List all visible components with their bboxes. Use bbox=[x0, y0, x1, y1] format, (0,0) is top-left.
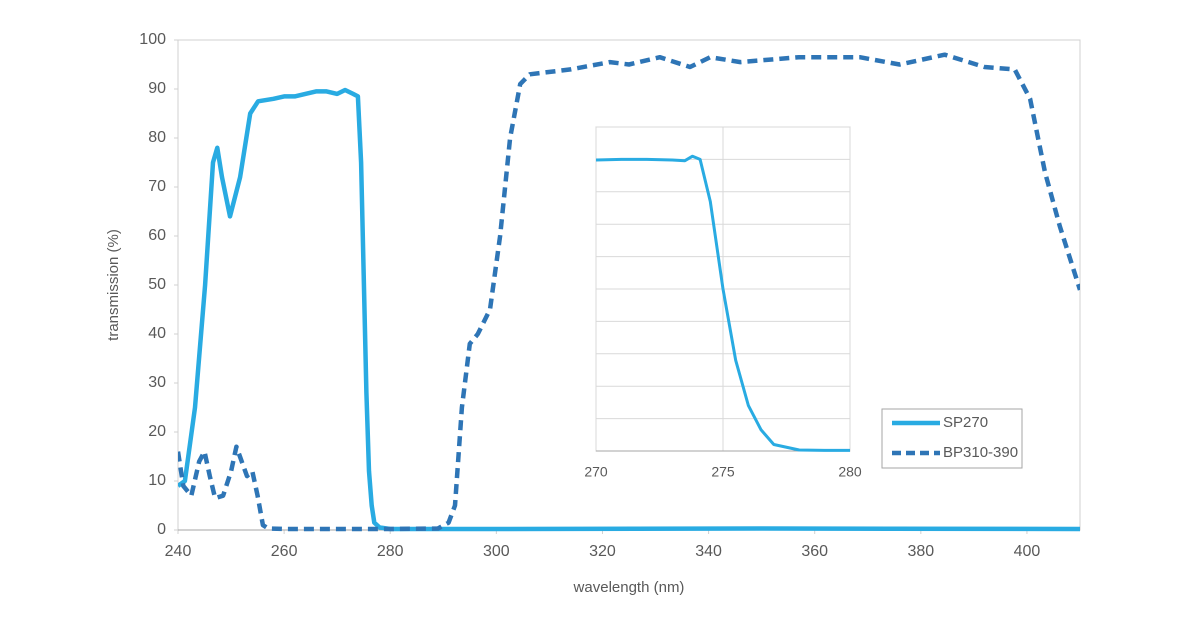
legend-box bbox=[881, 408, 1023, 469]
y-tick-label: 20 bbox=[148, 423, 166, 440]
x-tick-label: 400 bbox=[1014, 543, 1041, 560]
legend-label: SP270 bbox=[943, 414, 988, 431]
y-tick-label: 90 bbox=[148, 80, 166, 97]
x-axis-label: wavelength (nm) bbox=[573, 579, 685, 596]
y-tick-label: 40 bbox=[148, 325, 166, 342]
y-tick-label: 80 bbox=[148, 129, 166, 146]
x-tick-label: 340 bbox=[695, 543, 722, 560]
y-tick-label: 30 bbox=[148, 374, 166, 391]
y-axis-label: transmission (%) bbox=[105, 229, 122, 341]
series-line bbox=[596, 154, 850, 452]
x-tick-label: 380 bbox=[907, 543, 934, 560]
x-tick-label: 300 bbox=[483, 543, 510, 560]
series-line bbox=[178, 52, 1080, 532]
y-tick-label: 70 bbox=[148, 178, 166, 195]
x-tick-label: 240 bbox=[165, 543, 192, 560]
y-tick-label: 60 bbox=[148, 227, 166, 244]
legend-label: BP310-390 bbox=[943, 444, 1018, 461]
series-line bbox=[178, 87, 1080, 532]
x-tick-label: 275 bbox=[711, 464, 735, 480]
x-tick-label: 320 bbox=[589, 543, 616, 560]
x-tick-label: 360 bbox=[801, 543, 828, 560]
x-tick-label: 280 bbox=[377, 543, 404, 560]
y-tick-label: 50 bbox=[148, 276, 166, 293]
y-tick-label: 0 bbox=[157, 521, 166, 538]
y-tick-label: 100 bbox=[139, 31, 166, 48]
x-tick-label: 270 bbox=[584, 464, 608, 480]
y-tick-label: 10 bbox=[148, 472, 166, 489]
x-tick-label: 280 bbox=[838, 464, 862, 480]
x-tick-label: 260 bbox=[271, 543, 298, 560]
